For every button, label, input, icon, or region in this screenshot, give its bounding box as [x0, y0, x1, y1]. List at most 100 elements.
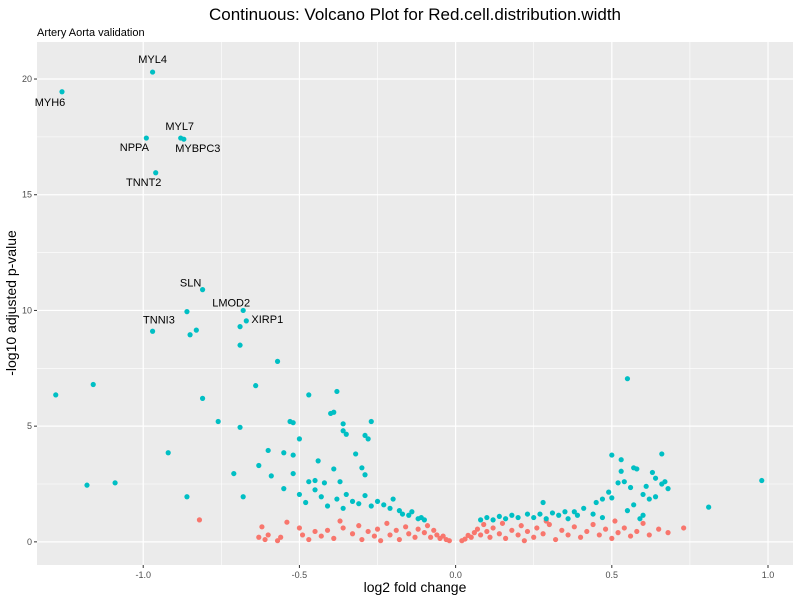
point-significant: [565, 516, 571, 522]
point-significant: [337, 479, 343, 485]
point-not-significant: [431, 527, 437, 533]
point-significant: [640, 491, 646, 498]
point-significant: [396, 508, 402, 514]
point-significant: [362, 472, 368, 478]
point-significant: [306, 479, 312, 485]
point-not-significant: [615, 530, 621, 536]
point-significant: [624, 376, 631, 382]
point-not-significant: [384, 520, 390, 526]
point-significant: [368, 503, 374, 509]
point-not-significant: [296, 525, 303, 531]
point-significant: [149, 328, 156, 334]
point-significant: [649, 469, 656, 476]
point-not-significant: [499, 520, 506, 526]
point-significant: [281, 486, 287, 492]
point-significant: [368, 418, 374, 425]
gene-label-sln: SLN: [180, 278, 201, 290]
point-significant: [399, 511, 406, 517]
points-not-significant: [196, 517, 687, 544]
point-not-significant: [331, 535, 337, 541]
point-not-significant: [396, 536, 402, 543]
point-significant: [340, 421, 346, 427]
point-not-significant: [656, 526, 662, 532]
point-significant: [243, 318, 249, 324]
grid-lines: [37, 42, 793, 565]
plot-panel: [37, 42, 793, 565]
point-not-significant: [462, 536, 468, 542]
point-not-significant: [646, 532, 652, 538]
point-significant: [265, 447, 271, 454]
point-significant: [496, 513, 502, 520]
point-significant: [240, 307, 246, 314]
point-not-significant: [565, 532, 571, 538]
gene-label-nppa: NPPA: [120, 142, 150, 154]
point-significant: [562, 509, 568, 515]
point-not-significant: [428, 534, 434, 540]
point-significant: [615, 480, 621, 486]
point-not-significant: [262, 536, 268, 543]
x-tick-label: 0.0: [449, 570, 462, 580]
point-significant: [365, 436, 371, 442]
y-tick-label: 5: [27, 421, 32, 431]
point-significant: [199, 395, 206, 401]
point-significant: [543, 516, 549, 522]
point-not-significant: [468, 534, 474, 540]
gene-label-lmod2: LMOD2: [212, 297, 250, 309]
point-not-significant: [471, 530, 477, 536]
point-significant: [256, 462, 262, 469]
point-significant: [112, 480, 118, 486]
point-not-significant: [259, 524, 265, 530]
point-not-significant: [378, 538, 384, 544]
point-not-significant: [196, 517, 203, 523]
point-significant: [281, 450, 287, 456]
point-not-significant: [371, 533, 377, 539]
point-not-significant: [365, 528, 371, 535]
point-not-significant: [406, 531, 412, 537]
point-not-significant: [490, 525, 496, 531]
point-significant: [274, 358, 281, 364]
point-significant: [193, 327, 199, 333]
point-significant: [593, 499, 599, 506]
point-not-significant: [602, 526, 609, 532]
point-significant: [652, 475, 659, 481]
point-not-significant: [274, 538, 281, 544]
point-significant: [53, 392, 59, 398]
point-not-significant: [496, 531, 502, 537]
point-not-significant: [478, 532, 484, 538]
point-significant: [759, 477, 765, 484]
point-significant: [343, 431, 349, 437]
point-significant: [652, 494, 659, 500]
gene-labels: MYL4 MYH6 MYL7 NPPA MYBPC3 TNNT2 SLN LMOD2XIRP1…: [35, 54, 283, 327]
point-significant: [531, 514, 537, 521]
point-not-significant: [627, 533, 634, 539]
point-not-significant: [665, 530, 671, 536]
point-not-significant: [356, 523, 362, 529]
point-significant: [340, 428, 346, 434]
point-significant: [290, 452, 296, 458]
point-significant: [237, 324, 243, 330]
point-significant: [290, 420, 296, 426]
point-significant: [353, 451, 359, 457]
x-tick-label: -1.0: [135, 570, 151, 580]
point-not-significant: [502, 535, 509, 541]
point-not-significant: [612, 518, 618, 524]
point-not-significant: [571, 524, 577, 530]
point-significant: [359, 465, 365, 471]
point-significant: [318, 494, 324, 500]
point-significant: [484, 514, 490, 521]
point-not-significant: [403, 524, 409, 530]
point-significant: [90, 381, 96, 388]
point-significant: [571, 509, 577, 515]
point-not-significant: [318, 533, 324, 539]
point-not-significant: [634, 528, 640, 535]
point-significant: [406, 512, 412, 518]
point-not-significant: [284, 519, 290, 525]
point-significant: [556, 512, 562, 518]
gene-label-myl4: MYL4: [138, 54, 167, 66]
point-significant: [421, 517, 427, 523]
point-not-significant: [265, 532, 271, 538]
point-significant: [268, 473, 274, 479]
point-significant: [637, 516, 643, 522]
point-significant: [312, 477, 318, 484]
